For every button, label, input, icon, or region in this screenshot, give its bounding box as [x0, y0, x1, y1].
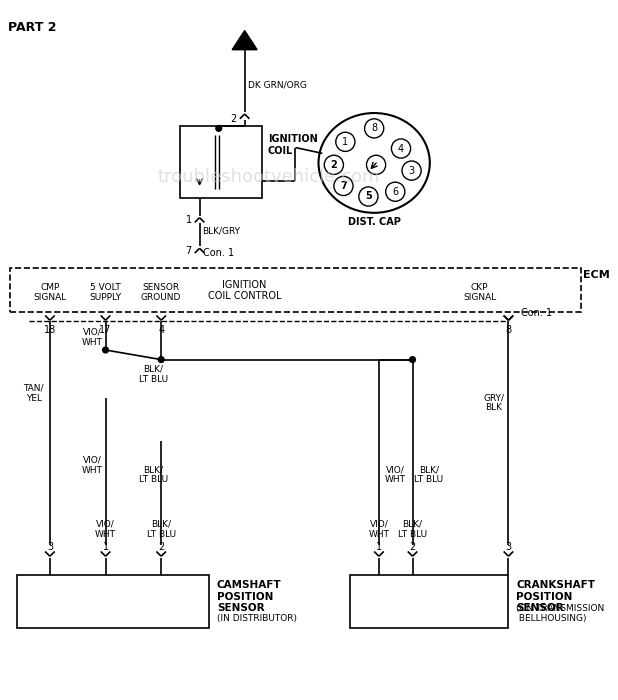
Text: VIO/
WHT: VIO/ WHT: [95, 519, 116, 539]
Text: (ON TRANSMISSION
 BELLHOUSING): (ON TRANSMISSION BELLHOUSING): [516, 604, 604, 624]
Text: IGNITION
COIL CONTROL: IGNITION COIL CONTROL: [208, 280, 281, 301]
Text: 5: 5: [365, 192, 372, 202]
Text: 7: 7: [185, 246, 192, 256]
Bar: [10, 269, 582, 312]
Circle shape: [334, 176, 353, 195]
Circle shape: [324, 155, 344, 174]
Text: 3: 3: [47, 542, 53, 552]
Circle shape: [336, 132, 355, 151]
Text: IGNITION
COIL: IGNITION COIL: [268, 134, 318, 155]
Circle shape: [410, 357, 415, 363]
Text: DK GRN/ORG: DK GRN/ORG: [248, 80, 307, 90]
Text: BLK/
LT BLU: BLK/ LT BLU: [139, 465, 168, 484]
Text: 17: 17: [99, 325, 112, 335]
Text: 1: 1: [186, 214, 192, 225]
Text: (IN DISTRIBUTOR): (IN DISTRIBUTOR): [217, 615, 297, 624]
Circle shape: [103, 347, 108, 353]
Text: VIO/
WHT: VIO/ WHT: [82, 456, 103, 475]
Bar: [350, 575, 509, 628]
Text: CRANKSHAFT
POSITION
SENSOR: CRANKSHAFT POSITION SENSOR: [516, 580, 595, 613]
Text: A: A: [240, 36, 250, 48]
Circle shape: [386, 182, 405, 202]
Text: 3: 3: [408, 166, 415, 176]
Text: SENSOR
GROUND: SENSOR GROUND: [141, 283, 181, 302]
Bar: [180, 127, 262, 198]
Text: troubleshootvehicle.com: troubleshootvehicle.com: [158, 168, 380, 186]
Text: ECM: ECM: [583, 270, 610, 281]
Text: CAMSHAFT
POSITION
SENSOR: CAMSHAFT POSITION SENSOR: [217, 580, 281, 613]
Text: 1: 1: [376, 542, 382, 552]
Text: BLK/
LT BLU: BLK/ LT BLU: [146, 519, 176, 539]
Text: 3: 3: [506, 542, 512, 552]
Text: 2: 2: [409, 542, 416, 552]
Text: PART 2: PART 2: [7, 21, 56, 34]
Circle shape: [391, 139, 410, 158]
Text: BLK/
LT BLU: BLK/ LT BLU: [414, 465, 443, 484]
Polygon shape: [232, 31, 257, 50]
Text: BLK/
LT BLU: BLK/ LT BLU: [139, 364, 168, 384]
Text: TAN/
YEL: TAN/ YEL: [23, 384, 44, 403]
Circle shape: [402, 161, 421, 180]
Circle shape: [366, 155, 386, 174]
Text: BLK/
LT BLU: BLK/ LT BLU: [398, 519, 427, 539]
Circle shape: [216, 125, 222, 132]
Ellipse shape: [318, 113, 430, 213]
Text: CMP
SIGNAL: CMP SIGNAL: [33, 283, 67, 302]
Text: 4: 4: [398, 144, 404, 153]
Text: 2: 2: [158, 542, 164, 552]
Text: 2: 2: [231, 114, 237, 124]
Circle shape: [158, 357, 164, 363]
Text: DIST. CAP: DIST. CAP: [348, 218, 400, 228]
Text: 5 VOLT
SUPPLY: 5 VOLT SUPPLY: [90, 283, 122, 302]
Text: 8: 8: [506, 325, 512, 335]
Circle shape: [365, 119, 384, 138]
Text: VIO/
WHT: VIO/ WHT: [368, 519, 389, 539]
Text: 1: 1: [103, 542, 109, 552]
Text: 6: 6: [392, 187, 399, 197]
Text: GRY/
BLK: GRY/ BLK: [483, 393, 504, 412]
Text: VIO/
WHT: VIO/ WHT: [82, 328, 103, 347]
Bar: [17, 575, 209, 628]
Text: 7: 7: [340, 181, 347, 191]
Text: 8: 8: [371, 123, 377, 134]
Text: Con. 1: Con. 1: [521, 307, 552, 318]
Text: BLK/GRY: BLK/GRY: [203, 227, 240, 235]
Text: Con. 1: Con. 1: [203, 248, 234, 258]
Text: 1: 1: [342, 136, 349, 147]
Text: 4: 4: [158, 325, 164, 335]
Text: VIO/
WHT: VIO/ WHT: [385, 465, 406, 484]
Circle shape: [359, 187, 378, 206]
Text: 2: 2: [331, 160, 337, 170]
Text: 18: 18: [44, 325, 56, 335]
Text: CKP
SIGNAL: CKP SIGNAL: [463, 283, 496, 302]
